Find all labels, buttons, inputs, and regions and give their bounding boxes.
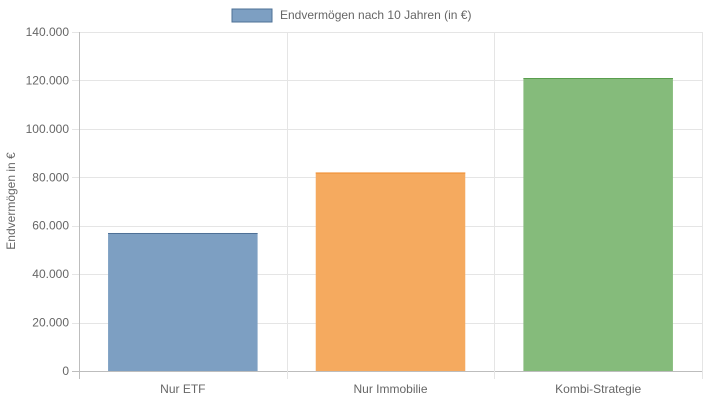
x-axis-ticks: Nur ETF Nur Immobilie Kombi-Strategie	[160, 382, 641, 396]
bars	[108, 78, 673, 371]
y-tick-label: 140.000	[26, 25, 70, 39]
y-axis-ticks: 0 20.000 40.000 60.000 80.000 100.000 120.000 1…	[26, 25, 70, 378]
y-tick-label: 120.000	[26, 73, 70, 87]
x-tick-label: Kombi-Strategie	[555, 382, 641, 396]
y-tick-label: 40.000	[32, 267, 69, 281]
y-tick-label: 0	[62, 364, 69, 378]
legend-label: Endvermögen nach 10 Jahren (in €)	[280, 8, 471, 22]
legend[interactable]: Endvermögen nach 10 Jahren (in €)	[231, 8, 471, 23]
legend-swatch	[231, 8, 273, 23]
bar-nur-immobilie[interactable]	[315, 172, 466, 371]
bar-kombi-strategie[interactable]	[523, 78, 673, 371]
y-tick-label: 60.000	[32, 219, 69, 233]
y-tick-label: 20.000	[32, 316, 69, 330]
x-tick-label: Nur Immobilie	[353, 382, 427, 396]
x-tick-label: Nur ETF	[160, 382, 205, 396]
bar-nur-etf[interactable]	[108, 232, 258, 371]
y-tick-label: 100.000	[26, 122, 70, 136]
y-axis-title: Endvermögen in €	[4, 152, 18, 250]
y-tick-label: 80.000	[32, 170, 69, 184]
